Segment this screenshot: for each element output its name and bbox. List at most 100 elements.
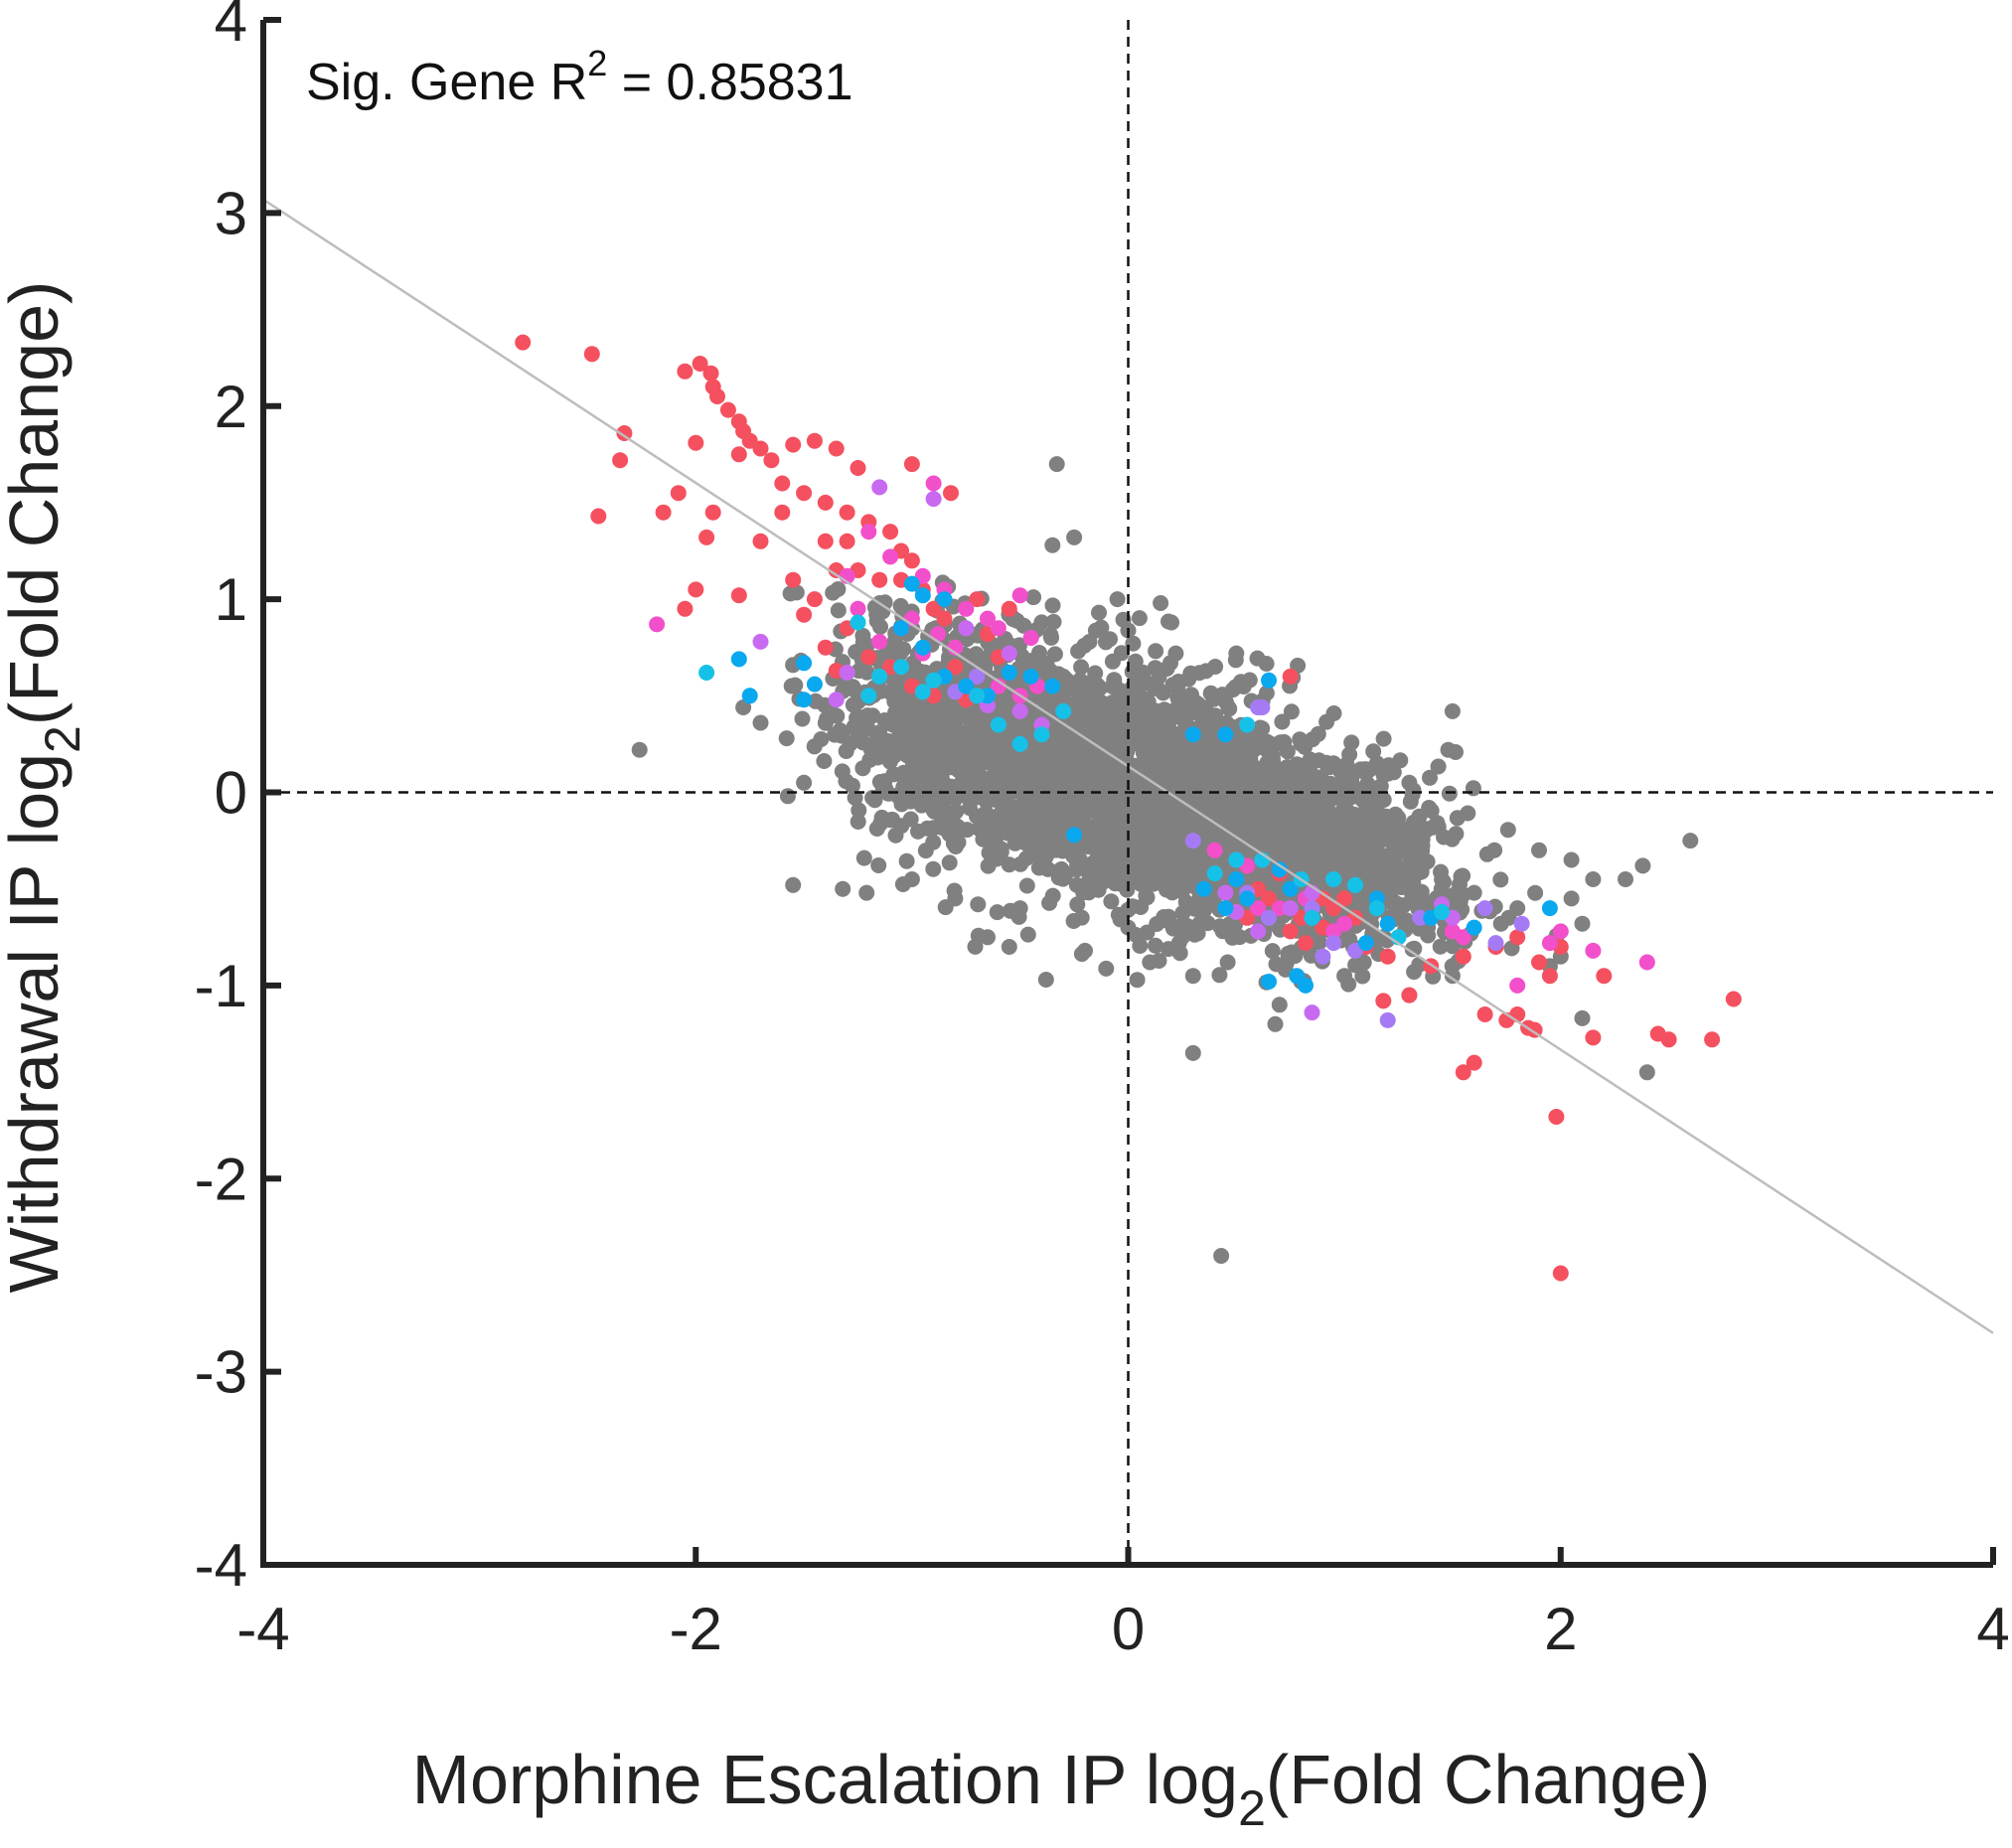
data-point (1574, 1009, 1591, 1026)
nonsig-point (954, 734, 971, 751)
data-point (1304, 1004, 1320, 1021)
data-point (677, 363, 694, 380)
nonsig-point (1460, 805, 1476, 822)
nonsig-point (1265, 816, 1282, 832)
nonsig-point (1198, 709, 1215, 725)
nonsig-point (1001, 797, 1017, 814)
data-point (893, 620, 909, 637)
nonsig-point (1137, 788, 1154, 805)
data-point (1184, 1044, 1201, 1061)
data-point (958, 600, 975, 617)
nonsig-point (1309, 834, 1324, 850)
data-point (698, 665, 715, 681)
nonsig-point (1100, 853, 1117, 870)
data-point (893, 659, 909, 676)
nonsig-point (1141, 871, 1158, 888)
data-point (1167, 645, 1184, 662)
nonsig-point (868, 733, 885, 750)
data-point (735, 699, 752, 715)
data-point (1184, 726, 1201, 743)
data-point (1001, 665, 1017, 681)
nonsig-point (1274, 713, 1291, 730)
data-point (785, 436, 802, 453)
data-point (583, 346, 600, 363)
data-point (1634, 857, 1651, 874)
reference-lines (262, 20, 1994, 1565)
nonsig-point (980, 770, 997, 787)
data-point (1379, 948, 1396, 965)
data-point (1153, 595, 1169, 611)
nonsig-point (1258, 685, 1275, 701)
nonsig-point (832, 722, 849, 739)
nonsig-point (1198, 801, 1215, 818)
nonsig-point (1025, 589, 1042, 606)
nonsig-point (925, 834, 942, 850)
nonsig-point (1030, 859, 1047, 876)
data-point (1011, 702, 1028, 719)
y-tick-label: -3 (195, 1339, 247, 1406)
data-point (1585, 1029, 1602, 1046)
nonsig-point (898, 852, 915, 869)
data-point (850, 614, 866, 631)
nonsig-point (1094, 716, 1111, 733)
nonsig-point (1092, 680, 1109, 696)
nonsig-point (850, 814, 866, 830)
data-point (1434, 871, 1451, 887)
nonsig-point (1228, 740, 1245, 757)
data-point (1066, 529, 1083, 545)
data-point (806, 591, 823, 608)
data-point (914, 587, 931, 604)
nonsig-point (1430, 758, 1447, 775)
nonsig-point (989, 904, 1006, 921)
data-point (752, 440, 769, 457)
nonsig-point (913, 668, 930, 685)
data-point (763, 452, 780, 469)
data-point (1055, 702, 1072, 719)
data-point (649, 616, 666, 633)
nonsig-point (1348, 784, 1365, 801)
data-point (1563, 890, 1580, 907)
nonsig-point (1149, 679, 1165, 695)
data-point (1375, 993, 1392, 1009)
nonsig-point (1100, 702, 1117, 718)
nonsig-point (1018, 877, 1035, 894)
nonsig-point (876, 773, 893, 790)
data-point (1055, 668, 1072, 685)
nonsig-point (830, 602, 847, 619)
data-point (969, 649, 986, 666)
data-point (1239, 890, 1256, 907)
nonsig-point (838, 743, 854, 759)
data-point (1298, 977, 1314, 994)
nonsig-point (1044, 887, 1061, 904)
nonsig-point (1143, 820, 1160, 837)
data-point (616, 425, 633, 441)
data-point (1120, 919, 1137, 936)
nonsig-point (1070, 809, 1087, 826)
nonsig-point (794, 710, 811, 727)
nonsig-point (1019, 803, 1036, 820)
nonsig-point (1368, 783, 1385, 799)
nonsig-point (881, 753, 898, 770)
nonsig-point (1112, 688, 1129, 704)
data-point (1022, 668, 1039, 685)
data-point (1466, 919, 1482, 936)
nonsig-point (1129, 972, 1146, 989)
nonsig-point (1047, 787, 1064, 803)
data-point (1368, 900, 1385, 917)
data-point (1195, 880, 1212, 897)
nonsig-point (816, 753, 833, 769)
nonsig-point (1341, 808, 1358, 825)
nonsig-point (1341, 857, 1358, 874)
nonsig-point (1044, 597, 1061, 614)
y-tick-label: -4 (195, 1532, 247, 1599)
data-point (943, 485, 959, 502)
data-point (1487, 935, 1504, 952)
data-point (1325, 755, 1342, 772)
nonsig-point (1142, 846, 1159, 862)
data-point (709, 388, 725, 404)
data-point (1325, 935, 1342, 952)
nonsig-point (1182, 665, 1199, 682)
nonsig-point (1148, 643, 1164, 660)
nonsig-point (1090, 796, 1107, 813)
nonsig-point (904, 753, 921, 770)
